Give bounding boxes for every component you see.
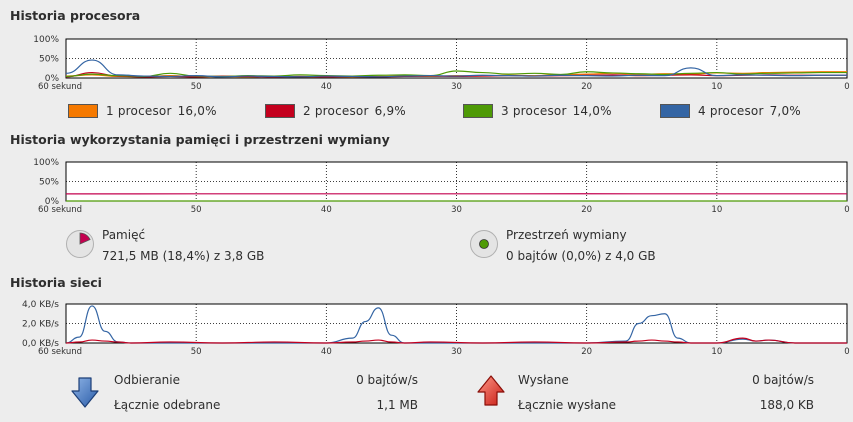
swap-pie-icon[interactable] bbox=[469, 229, 499, 259]
legend-cpu2-swatch[interactable] bbox=[265, 104, 295, 118]
swap-label: Przestrzeń wymiany bbox=[506, 228, 627, 242]
legend-cpu1-value: 16,0% bbox=[177, 104, 217, 118]
legend-cpu1-swatch[interactable] bbox=[68, 104, 98, 118]
memory-label: Pamięć bbox=[102, 228, 146, 242]
memory-chart-svg: 100% 50% 0%60 sekund 50 40 30 20 10 0 bbox=[33, 158, 849, 215]
network-xtick: 60 sekund bbox=[38, 347, 82, 357]
cpu-ytick: 100% bbox=[33, 35, 59, 45]
cpu-xtick: 30 bbox=[451, 82, 462, 92]
network-xtick: 20 bbox=[581, 347, 592, 357]
recv-label: Odbieranie bbox=[114, 373, 181, 387]
memory-xtick: 20 bbox=[581, 205, 592, 215]
memory-ytick: 0% bbox=[45, 197, 60, 207]
network-xtick: 40 bbox=[321, 347, 332, 357]
memory-xtick: 60 sekund bbox=[38, 205, 82, 215]
memory-section-title: Historia wykorzystania pamięci i przestr… bbox=[10, 132, 390, 147]
cpu-xtick: 50 bbox=[191, 82, 202, 92]
legend-cpu4[interactable]: 4 procesor 7,0% bbox=[660, 104, 801, 118]
swap-info: Przestrzeń wymiany 0 bajtów (0,0%) z 4,0… bbox=[469, 226, 829, 266]
memory-pie-slice bbox=[79, 232, 91, 245]
memory-graph: 100% 50% 0% 60 sekund 50 40 30 20 10 0 bbox=[0, 155, 853, 217]
network-graph: 4,0 KB/s 2,0 KB/s 0,0 KB/s 60 sekund 50 40 30 2… bbox=[0, 297, 853, 359]
memory-value: 721,5 MB (18,4%) z 3,8 GB bbox=[102, 249, 265, 263]
legend-cpu4-label: 4 procesor bbox=[698, 104, 764, 118]
sent-total-label: Łącznie wysłane bbox=[518, 398, 617, 412]
cpu-xtick: 40 bbox=[321, 82, 332, 92]
cpu-section-title: Historia procesora bbox=[10, 8, 141, 23]
sent-value: 0 bajtów/s bbox=[752, 373, 814, 387]
cpu-xtick: 0 bbox=[844, 82, 849, 92]
memory-xtick: 0 bbox=[844, 205, 849, 215]
legend-cpu4-swatch[interactable] bbox=[660, 104, 690, 118]
legend-cpu3-label: 3 procesor bbox=[501, 104, 567, 118]
network-xtick: 30 bbox=[451, 347, 462, 357]
network-chart-svg: 4,0 KB/s 2,0 KB/s 0,0 KB/s60 sekund 50 40 30 2… bbox=[22, 300, 850, 357]
network-ytick: 0,0 KB/s bbox=[22, 339, 59, 349]
swap-value: 0 bajtów (0,0%) z 4,0 GB bbox=[506, 249, 656, 263]
memory-xtick: 30 bbox=[451, 205, 462, 215]
recv-total-label: Łącznie odebrane bbox=[114, 398, 221, 412]
cpu-ytick: 50% bbox=[39, 55, 59, 65]
cpu-graph: 100% 50% 0% 60 sekund 50 40 30 20 10 0 bbox=[0, 32, 853, 94]
upload-arrow-icon[interactable] bbox=[476, 375, 506, 407]
memory-xtick: 10 bbox=[711, 205, 722, 215]
memory-info: Pamięć 721,5 MB (18,4%) z 3,8 GB bbox=[64, 226, 424, 266]
cpu-xtick: 10 bbox=[711, 82, 722, 92]
legend-cpu1-label: 1 procesor bbox=[106, 104, 172, 118]
swap-pie-dot bbox=[479, 239, 489, 249]
cpu-series-cpu4 bbox=[65, 59, 847, 78]
network-ytick: 4,0 KB/s bbox=[22, 300, 59, 310]
recv-value: 0 bajtów/s bbox=[356, 373, 418, 387]
legend-cpu2-value: 6,9% bbox=[374, 104, 406, 118]
legend-cpu3-value: 14,0% bbox=[572, 104, 612, 118]
cpu-xtick: 60 sekund bbox=[38, 82, 82, 92]
network-xtick: 10 bbox=[711, 347, 722, 357]
network-xtick: 50 bbox=[191, 347, 202, 357]
memory-pie-icon[interactable] bbox=[65, 229, 95, 259]
memory-xtick: 40 bbox=[321, 205, 332, 215]
network-section-title: Historia sieci bbox=[10, 275, 102, 290]
sent-label: Wysłane bbox=[518, 373, 569, 387]
recv-total-value: 1,1 MB bbox=[376, 398, 418, 412]
legend-cpu1[interactable]: 1 procesor 16,0% bbox=[68, 104, 217, 118]
memory-ytick: 50% bbox=[39, 178, 59, 188]
network-series-sent bbox=[65, 337, 847, 344]
cpu-xtick: 20 bbox=[581, 82, 592, 92]
cpu-chart-svg: 100% 50% 0%60 sekund 50 40 30 20 10 0 bbox=[33, 35, 849, 92]
legend-cpu4-value: 7,0% bbox=[769, 104, 801, 118]
legend-cpu2[interactable]: 2 procesor 6,9% bbox=[265, 104, 406, 118]
legend-cpu2-label: 2 procesor bbox=[303, 104, 369, 118]
sent-total-value: 188,0 KB bbox=[759, 398, 814, 412]
memory-ytick: 100% bbox=[33, 158, 59, 168]
legend-cpu3[interactable]: 3 procesor 14,0% bbox=[463, 104, 612, 118]
download-arrow-icon[interactable] bbox=[70, 377, 100, 409]
network-ytick: 2,0 KB/s bbox=[22, 320, 59, 330]
network-xtick: 0 bbox=[844, 347, 849, 357]
memory-xtick: 50 bbox=[191, 205, 202, 215]
cpu-ytick: 0% bbox=[45, 74, 60, 84]
legend-cpu3-swatch[interactable] bbox=[463, 104, 493, 118]
